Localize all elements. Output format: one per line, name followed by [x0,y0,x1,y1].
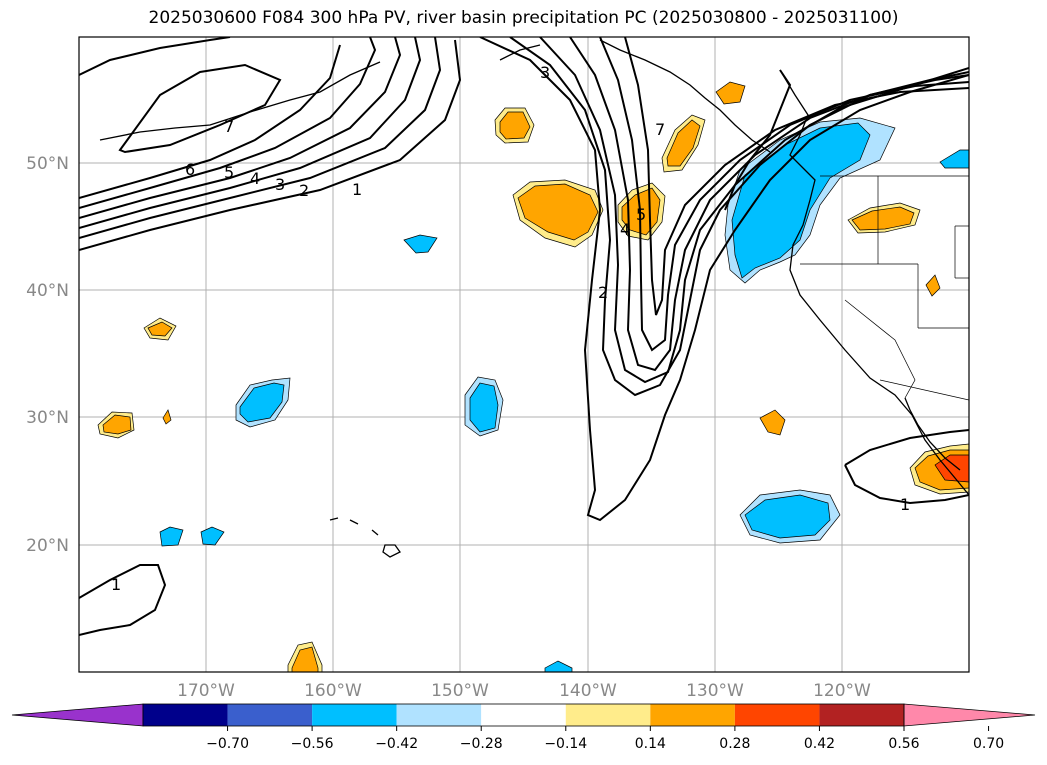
colorbar-tick-label: −0.70 [206,736,249,752]
precip-positive-region [715,81,746,105]
precip-positive-region [499,111,531,140]
colorbar-tick-label: −0.14 [544,736,587,752]
colorbar-tick-label: −0.56 [291,736,334,752]
lat-label: 50°N [26,154,69,174]
colorbar-tick-label: 0.70 [973,736,1004,752]
colorbar-outline [142,703,905,727]
contour-label: 1 [900,495,910,514]
precip-positive-region [291,646,319,672]
colorbar-tick-label: −0.42 [375,736,418,752]
contour-label: 3 [540,63,550,82]
precip-positive-region [851,206,915,231]
precip-negative-region [200,526,225,546]
contour-label: 5 [224,163,234,182]
colorbar-segment [734,704,820,726]
colorbar-segment [227,704,313,726]
colorbar-segment [481,704,566,726]
pv-contours [79,37,969,636]
lat-label: 30°N [26,408,69,428]
precip-positive-region [517,183,599,241]
contour-label: 4 [250,169,260,188]
lon-label: 120°W [813,681,871,701]
longitude-labels: 170°W 160°W 150°W 140°W 130°W 120°W [177,681,871,701]
precip-negative-region [239,382,285,423]
political-borders [800,175,969,401]
contour-label: 3 [275,175,285,194]
colorbar-segment [565,704,651,726]
contour-labels: 1 2 3 4 5 6 7 3 2 1 1 7 5 4 [111,63,910,594]
colorbar [11,703,1036,727]
precip-positive-region [934,454,969,483]
lat-label: 40°N [26,281,69,301]
colorbar-segment [819,704,904,726]
precip-positive-region [162,409,172,425]
precip-positive-region [925,274,941,297]
precip-negative-region [544,660,573,672]
contour-label: 6 [185,160,195,179]
precip-negative-region [159,526,184,547]
contour-label: 4 [620,220,630,239]
map-frame [78,36,970,673]
precip-positive-region [102,414,132,435]
lon-label: 160°W [304,681,362,701]
colorbar-tick-label: 0.14 [635,736,666,752]
precip-negative-region [939,149,969,169]
colorbar-ticks: −0.70 −0.56 −0.42 −0.28 −0.14 0.14 0.28 0.42 0.5… [206,726,1004,752]
latitude-labels: 50°N 40°N 30°N 20°N [26,154,69,556]
colorbar-tick-label: 0.42 [804,736,835,752]
contour-label: 1 [111,575,121,594]
contour-label: 1 [352,180,362,199]
lon-label: 150°W [431,681,489,701]
colorbar-tick-label: 0.28 [719,736,750,752]
colorbar-extend-low [11,703,144,727]
colorbar-extend-high [903,703,1036,727]
lon-label: 170°W [177,681,235,701]
lon-label: 130°W [686,681,744,701]
precip-negative-region [403,234,438,254]
colorbar-segment [312,704,397,726]
precip-positive-region [147,321,173,337]
contour-label: 7 [655,120,665,139]
contour-label: 2 [598,283,608,302]
precip-positive-region [759,409,786,436]
contour-label: 2 [299,181,309,200]
colorbar-tick-label: 0.56 [888,736,919,752]
lon-label: 140°W [559,681,617,701]
colorbar-tick-label: −0.28 [460,736,503,752]
contour-label: 5 [636,205,646,224]
colorbar-segment [396,704,482,726]
lat-label: 20°N [26,536,69,556]
precip-negative-region [744,494,831,539]
map-title: 2025030600 F084 300 hPa PV, river basin … [148,8,899,28]
contour-label: 7 [224,117,234,136]
map-content [79,37,969,672]
colorbar-segment [143,704,228,726]
precip-negative-region [469,382,499,433]
colorbar-segment [650,704,735,726]
precip-positive-region [666,119,701,167]
